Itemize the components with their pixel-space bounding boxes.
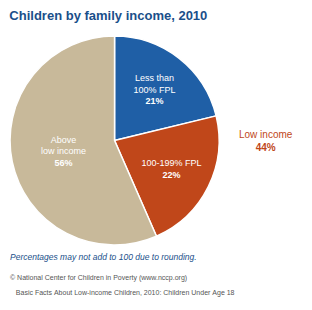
svg-text:Percentages may not add to 100: Percentages may not add to 100 due to ro… [10,252,197,262]
svg-text:© National Center for Children: © National Center for Children in Povert… [10,274,187,282]
svg-text:Basic Facts About Low-income C: Basic Facts About Low-income Children, 2… [10,289,235,297]
svg-text:100-199% FPL22%: 100-199% FPL22% [142,158,202,180]
svg-text:Abovelow income56%: Abovelow income56% [41,135,86,168]
svg-text:Low income44%: Low income44% [239,129,293,153]
svg-text:Less than100% FPL21%: Less than100% FPL21% [133,73,175,106]
svg-text:Children by family income, 201: Children by family income, 2010 [9,8,207,23]
